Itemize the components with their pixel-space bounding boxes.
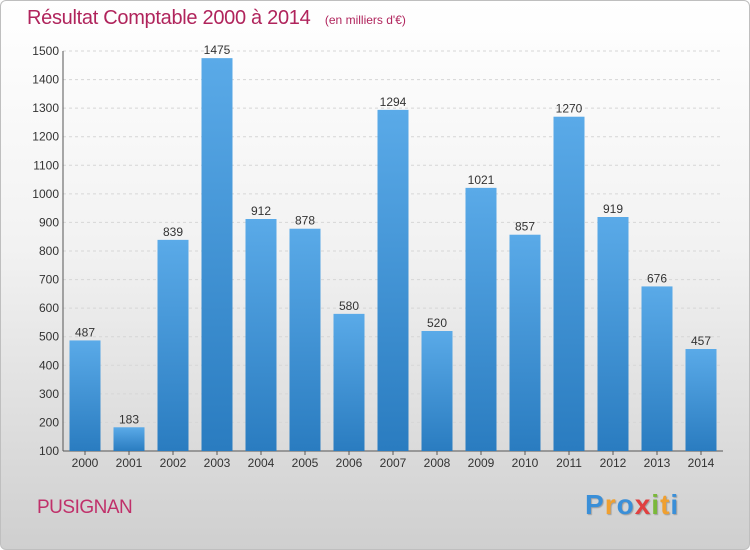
data-label: 676 <box>647 271 667 285</box>
y-tick-label: 700 <box>39 273 59 287</box>
chart-subtitle: (en milliers d'€) <box>324 13 406 27</box>
x-tick-label: 2005 <box>292 456 319 470</box>
data-label: 857 <box>515 220 535 234</box>
data-label: 1021 <box>468 173 495 187</box>
data-label: 580 <box>339 299 359 313</box>
x-tick-label: 2014 <box>688 456 715 470</box>
x-tick-label: 2003 <box>204 456 231 470</box>
commune-name: PUSIGNAN <box>37 497 133 518</box>
x-tick-label: 2010 <box>512 456 539 470</box>
bar-2002[interactable] <box>157 239 189 451</box>
y-tick-label: 600 <box>39 301 59 315</box>
proxiti-logo[interactable]: Proxiti <box>585 489 680 520</box>
y-tick-label: 300 <box>39 387 59 401</box>
bar-2014[interactable] <box>685 349 717 451</box>
data-label: 457 <box>691 334 711 348</box>
data-label: 1270 <box>556 102 583 116</box>
y-tick-label: 1000 <box>32 187 59 201</box>
y-tick-label: 400 <box>39 358 59 372</box>
bar-2010[interactable] <box>509 234 541 451</box>
bar-2009[interactable] <box>465 187 497 451</box>
bar-2000[interactable] <box>69 340 101 451</box>
bar-2006[interactable] <box>333 313 365 451</box>
data-label: 1294 <box>380 95 407 109</box>
y-tick-label: 800 <box>39 244 59 258</box>
y-tick-label: 1200 <box>32 130 59 144</box>
y-tick-label: 1500 <box>32 44 59 58</box>
bar-2004[interactable] <box>245 219 277 451</box>
bar-2005[interactable] <box>289 228 321 451</box>
y-tick-label: 1400 <box>32 73 59 87</box>
data-label: 487 <box>75 325 95 339</box>
x-tick-label: 2006 <box>336 456 363 470</box>
title-row: Résultat Comptable 2000 à 2014 (en milli… <box>27 7 406 30</box>
x-tick-label: 2012 <box>600 456 627 470</box>
bar-2003[interactable] <box>201 58 233 452</box>
y-tick-label: 500 <box>39 330 59 344</box>
data-label: 839 <box>163 225 183 239</box>
y-tick-label: 200 <box>39 415 59 429</box>
data-label: 919 <box>603 202 623 216</box>
y-tick-label: 1300 <box>32 101 59 115</box>
x-tick-label: 2000 <box>72 456 99 470</box>
data-label: 1475 <box>204 43 231 57</box>
x-tick-label: 2007 <box>380 456 407 470</box>
x-tick-label: 2008 <box>424 456 451 470</box>
x-tick-label: 2001 <box>116 456 143 470</box>
bar-2007[interactable] <box>377 109 409 451</box>
bar-2001[interactable] <box>113 427 145 451</box>
data-label: 520 <box>427 316 447 330</box>
data-label: 912 <box>251 204 271 218</box>
data-label: 878 <box>295 214 315 228</box>
x-tick-label: 2011 <box>556 456 582 470</box>
bar-2012[interactable] <box>597 217 629 451</box>
x-tick-label: 2009 <box>468 456 495 470</box>
y-tick-label: 900 <box>39 215 59 229</box>
bar-2008[interactable] <box>421 331 453 451</box>
x-tick-label: 2013 <box>644 456 671 470</box>
bar-2011[interactable] <box>553 116 585 451</box>
x-tick-label: 2002 <box>160 456 187 470</box>
bar-2013[interactable] <box>641 286 673 451</box>
x-tick-label: 2004 <box>248 456 275 470</box>
y-tick-label: 1100 <box>33 158 59 172</box>
y-tick-label: 100 <box>39 444 59 458</box>
chart-title: Résultat Comptable 2000 à 2014 <box>27 7 311 29</box>
data-label: 183 <box>119 412 139 426</box>
